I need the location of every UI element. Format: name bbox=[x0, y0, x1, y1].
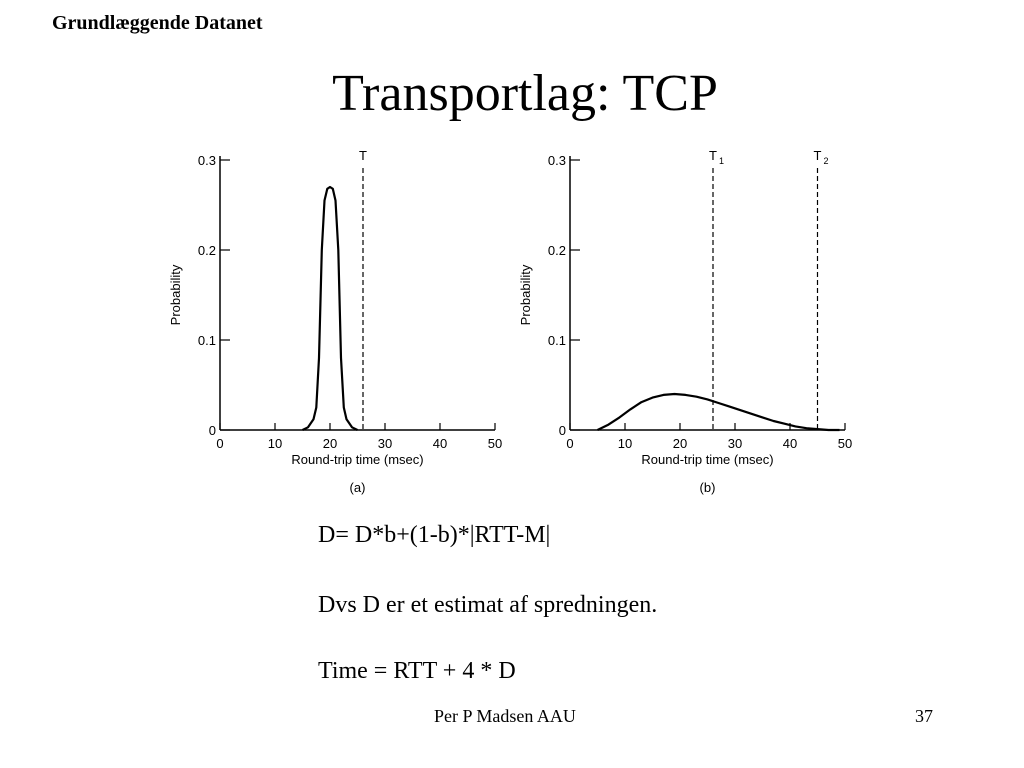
chart-b-svg: 0 10 20 30 40 50 0 0.1 0.2 0.3 Round-trip time (ms… bbox=[518, 148, 852, 495]
threshold-label: T bbox=[359, 148, 367, 163]
chart-a: 0 10 20 30 40 50 0 0.1 0.2 0.3 Round-trip time (ms… bbox=[160, 140, 520, 500]
y-axis-label: Probability bbox=[168, 264, 183, 325]
timeout-formula: Time = RTT + 4 * D bbox=[318, 658, 516, 684]
x-tick-label: 40 bbox=[783, 436, 797, 451]
chart-caption: (a) bbox=[350, 480, 366, 495]
slide-header: Grundlæggende Datanet bbox=[52, 12, 263, 34]
x-tick-label: 10 bbox=[618, 436, 632, 451]
y-tick-label: 0.3 bbox=[548, 153, 566, 168]
y-tick-label: 0.1 bbox=[198, 333, 216, 348]
y-tick-label: 0.1 bbox=[548, 333, 566, 348]
x-tick-label: 20 bbox=[323, 436, 337, 451]
x-tick-label: 10 bbox=[268, 436, 282, 451]
x-tick-label: 50 bbox=[488, 436, 502, 451]
y-axis-label: Probability bbox=[518, 264, 533, 325]
x-tick-label: 20 bbox=[673, 436, 687, 451]
chart-caption: (b) bbox=[700, 480, 716, 495]
deviation-explanation: Dvs D er et estimat af spredningen. bbox=[318, 592, 658, 618]
y-tick-label: 0.3 bbox=[198, 153, 216, 168]
footer-author: Per P Madsen AAU bbox=[434, 706, 576, 726]
y-tick-label: 0 bbox=[209, 423, 216, 438]
threshold-label: T bbox=[814, 148, 822, 163]
distribution-curve bbox=[302, 185, 358, 431]
y-tick-label: 0.2 bbox=[198, 243, 216, 258]
x-tick-label: 50 bbox=[838, 436, 852, 451]
x-tick-label: 40 bbox=[433, 436, 447, 451]
threshold-subscript: 1 bbox=[719, 156, 724, 166]
chart-a-svg: 0 10 20 30 40 50 0 0.1 0.2 0.3 Round-trip time (ms… bbox=[168, 148, 502, 495]
rtt-deviation-formula: D= D*b+(1-b)*|RTT-M| bbox=[318, 522, 551, 548]
x-tick-label: 30 bbox=[378, 436, 392, 451]
x-axis-label: Round-trip time (msec) bbox=[641, 452, 773, 467]
threshold-label: T bbox=[709, 148, 717, 163]
distribution-curve bbox=[597, 392, 840, 432]
chart-b: 0 10 20 30 40 50 0 0.1 0.2 0.3 Round-trip time (ms… bbox=[510, 140, 870, 500]
y-tick-label: 0.2 bbox=[548, 243, 566, 258]
y-tick-label: 0 bbox=[559, 423, 566, 438]
slide-title: Transportlag: TCP bbox=[332, 65, 718, 122]
x-tick-label: 0 bbox=[566, 436, 573, 451]
x-axis-label: Round-trip time (msec) bbox=[291, 452, 423, 467]
page-number: 37 bbox=[915, 706, 933, 726]
threshold-subscript: 2 bbox=[824, 156, 829, 166]
x-tick-label: 30 bbox=[728, 436, 742, 451]
x-tick-label: 0 bbox=[216, 436, 223, 451]
